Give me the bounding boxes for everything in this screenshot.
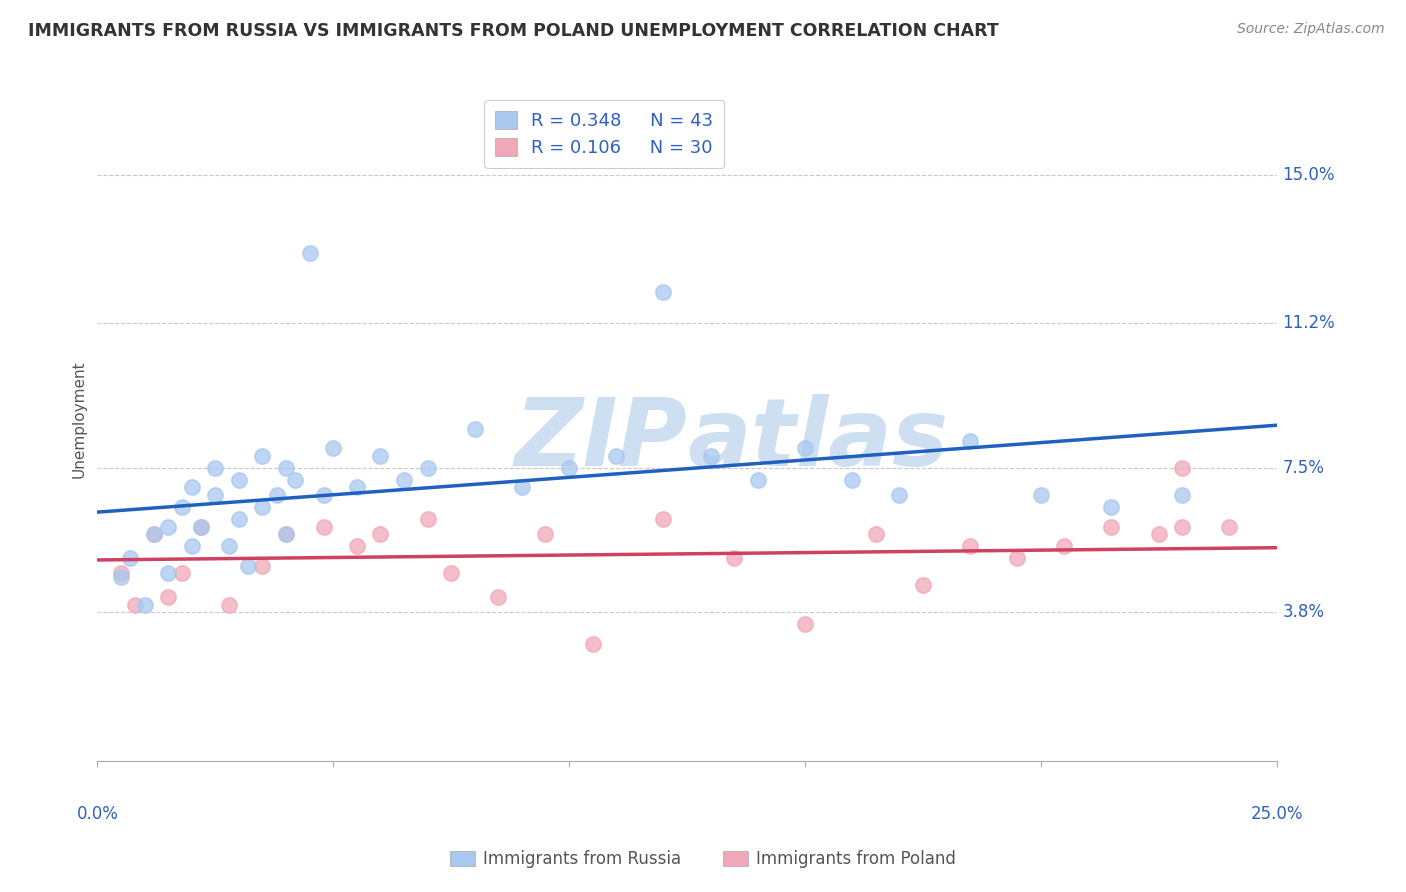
Point (841, 473, 863, 487)
Point (464, 422, 486, 436)
Point (142, 527, 165, 541)
Point (274, 527, 297, 541)
Point (298, 246, 321, 260)
Point (440, 566, 463, 581)
Point (1171, 519, 1194, 533)
Y-axis label: Unemployment: Unemployment (72, 360, 86, 478)
Point (392, 473, 415, 487)
Point (605, 449, 627, 463)
Point (1029, 488, 1052, 502)
Point (370, 527, 392, 541)
Point (747, 473, 769, 487)
Point (312, 488, 335, 502)
Point (120, 550, 142, 565)
Point (1101, 519, 1123, 533)
Point (793, 617, 815, 632)
Text: ZIP: ZIP (515, 393, 688, 485)
Point (238, 558, 260, 573)
Text: IMMIGRANTS FROM RUSSIA VS IMMIGRANTS FROM POLAND UNEMPLOYMENT CORRELATION CHART: IMMIGRANTS FROM RUSSIA VS IMMIGRANTS FRO… (28, 22, 998, 40)
Point (218, 539, 240, 553)
Point (486, 590, 509, 604)
Legend: Immigrants from Russia, Immigrants from Poland: Immigrants from Russia, Immigrants from … (443, 844, 963, 875)
Point (284, 473, 307, 487)
Point (1171, 461, 1194, 475)
Legend: R = 0.348     N = 43, R = 0.106     N = 30: R = 0.348 N = 43, R = 0.106 N = 30 (485, 100, 724, 168)
Text: 0.0%: 0.0% (76, 805, 118, 823)
Point (652, 512, 675, 526)
Text: 11.2%: 11.2% (1282, 315, 1336, 333)
Point (228, 473, 250, 487)
Point (142, 527, 165, 541)
Point (274, 461, 297, 475)
Point (266, 488, 288, 502)
Text: 7.5%: 7.5% (1282, 459, 1324, 477)
Point (1147, 527, 1170, 541)
Point (1218, 519, 1240, 533)
Point (157, 566, 180, 581)
Point (652, 285, 675, 300)
Point (274, 527, 297, 541)
Point (865, 527, 887, 541)
Point (218, 598, 240, 612)
Point (416, 461, 439, 475)
Point (180, 539, 202, 553)
Point (124, 598, 146, 612)
Point (180, 480, 202, 494)
Point (370, 449, 392, 463)
Point (793, 442, 815, 456)
Point (346, 480, 368, 494)
Point (172, 566, 194, 581)
Text: 25.0%: 25.0% (1250, 805, 1303, 823)
Point (157, 590, 180, 604)
Text: 3.8%: 3.8% (1282, 604, 1324, 622)
Point (1005, 550, 1028, 565)
Point (204, 488, 226, 502)
Text: atlas: atlas (688, 393, 948, 485)
Point (228, 512, 250, 526)
Point (252, 500, 274, 514)
Point (416, 512, 439, 526)
Text: Source: ZipAtlas.com: Source: ZipAtlas.com (1237, 22, 1385, 37)
Point (699, 449, 721, 463)
Point (157, 519, 180, 533)
Text: 15.0%: 15.0% (1282, 166, 1334, 184)
Point (110, 566, 132, 581)
Point (190, 519, 212, 533)
Point (190, 519, 212, 533)
Point (172, 500, 194, 514)
Point (1101, 500, 1123, 514)
Point (110, 570, 132, 584)
Point (581, 637, 603, 651)
Point (134, 598, 156, 612)
Point (204, 461, 226, 475)
Point (534, 527, 557, 541)
Point (252, 558, 274, 573)
Point (889, 488, 911, 502)
Point (959, 539, 981, 553)
Point (346, 539, 368, 553)
Point (911, 578, 934, 592)
Point (959, 434, 981, 448)
Point (510, 480, 533, 494)
Point (1171, 488, 1194, 502)
Point (558, 461, 581, 475)
Point (1053, 539, 1076, 553)
Point (312, 519, 335, 533)
Point (723, 550, 745, 565)
Point (322, 442, 344, 456)
Point (252, 449, 274, 463)
